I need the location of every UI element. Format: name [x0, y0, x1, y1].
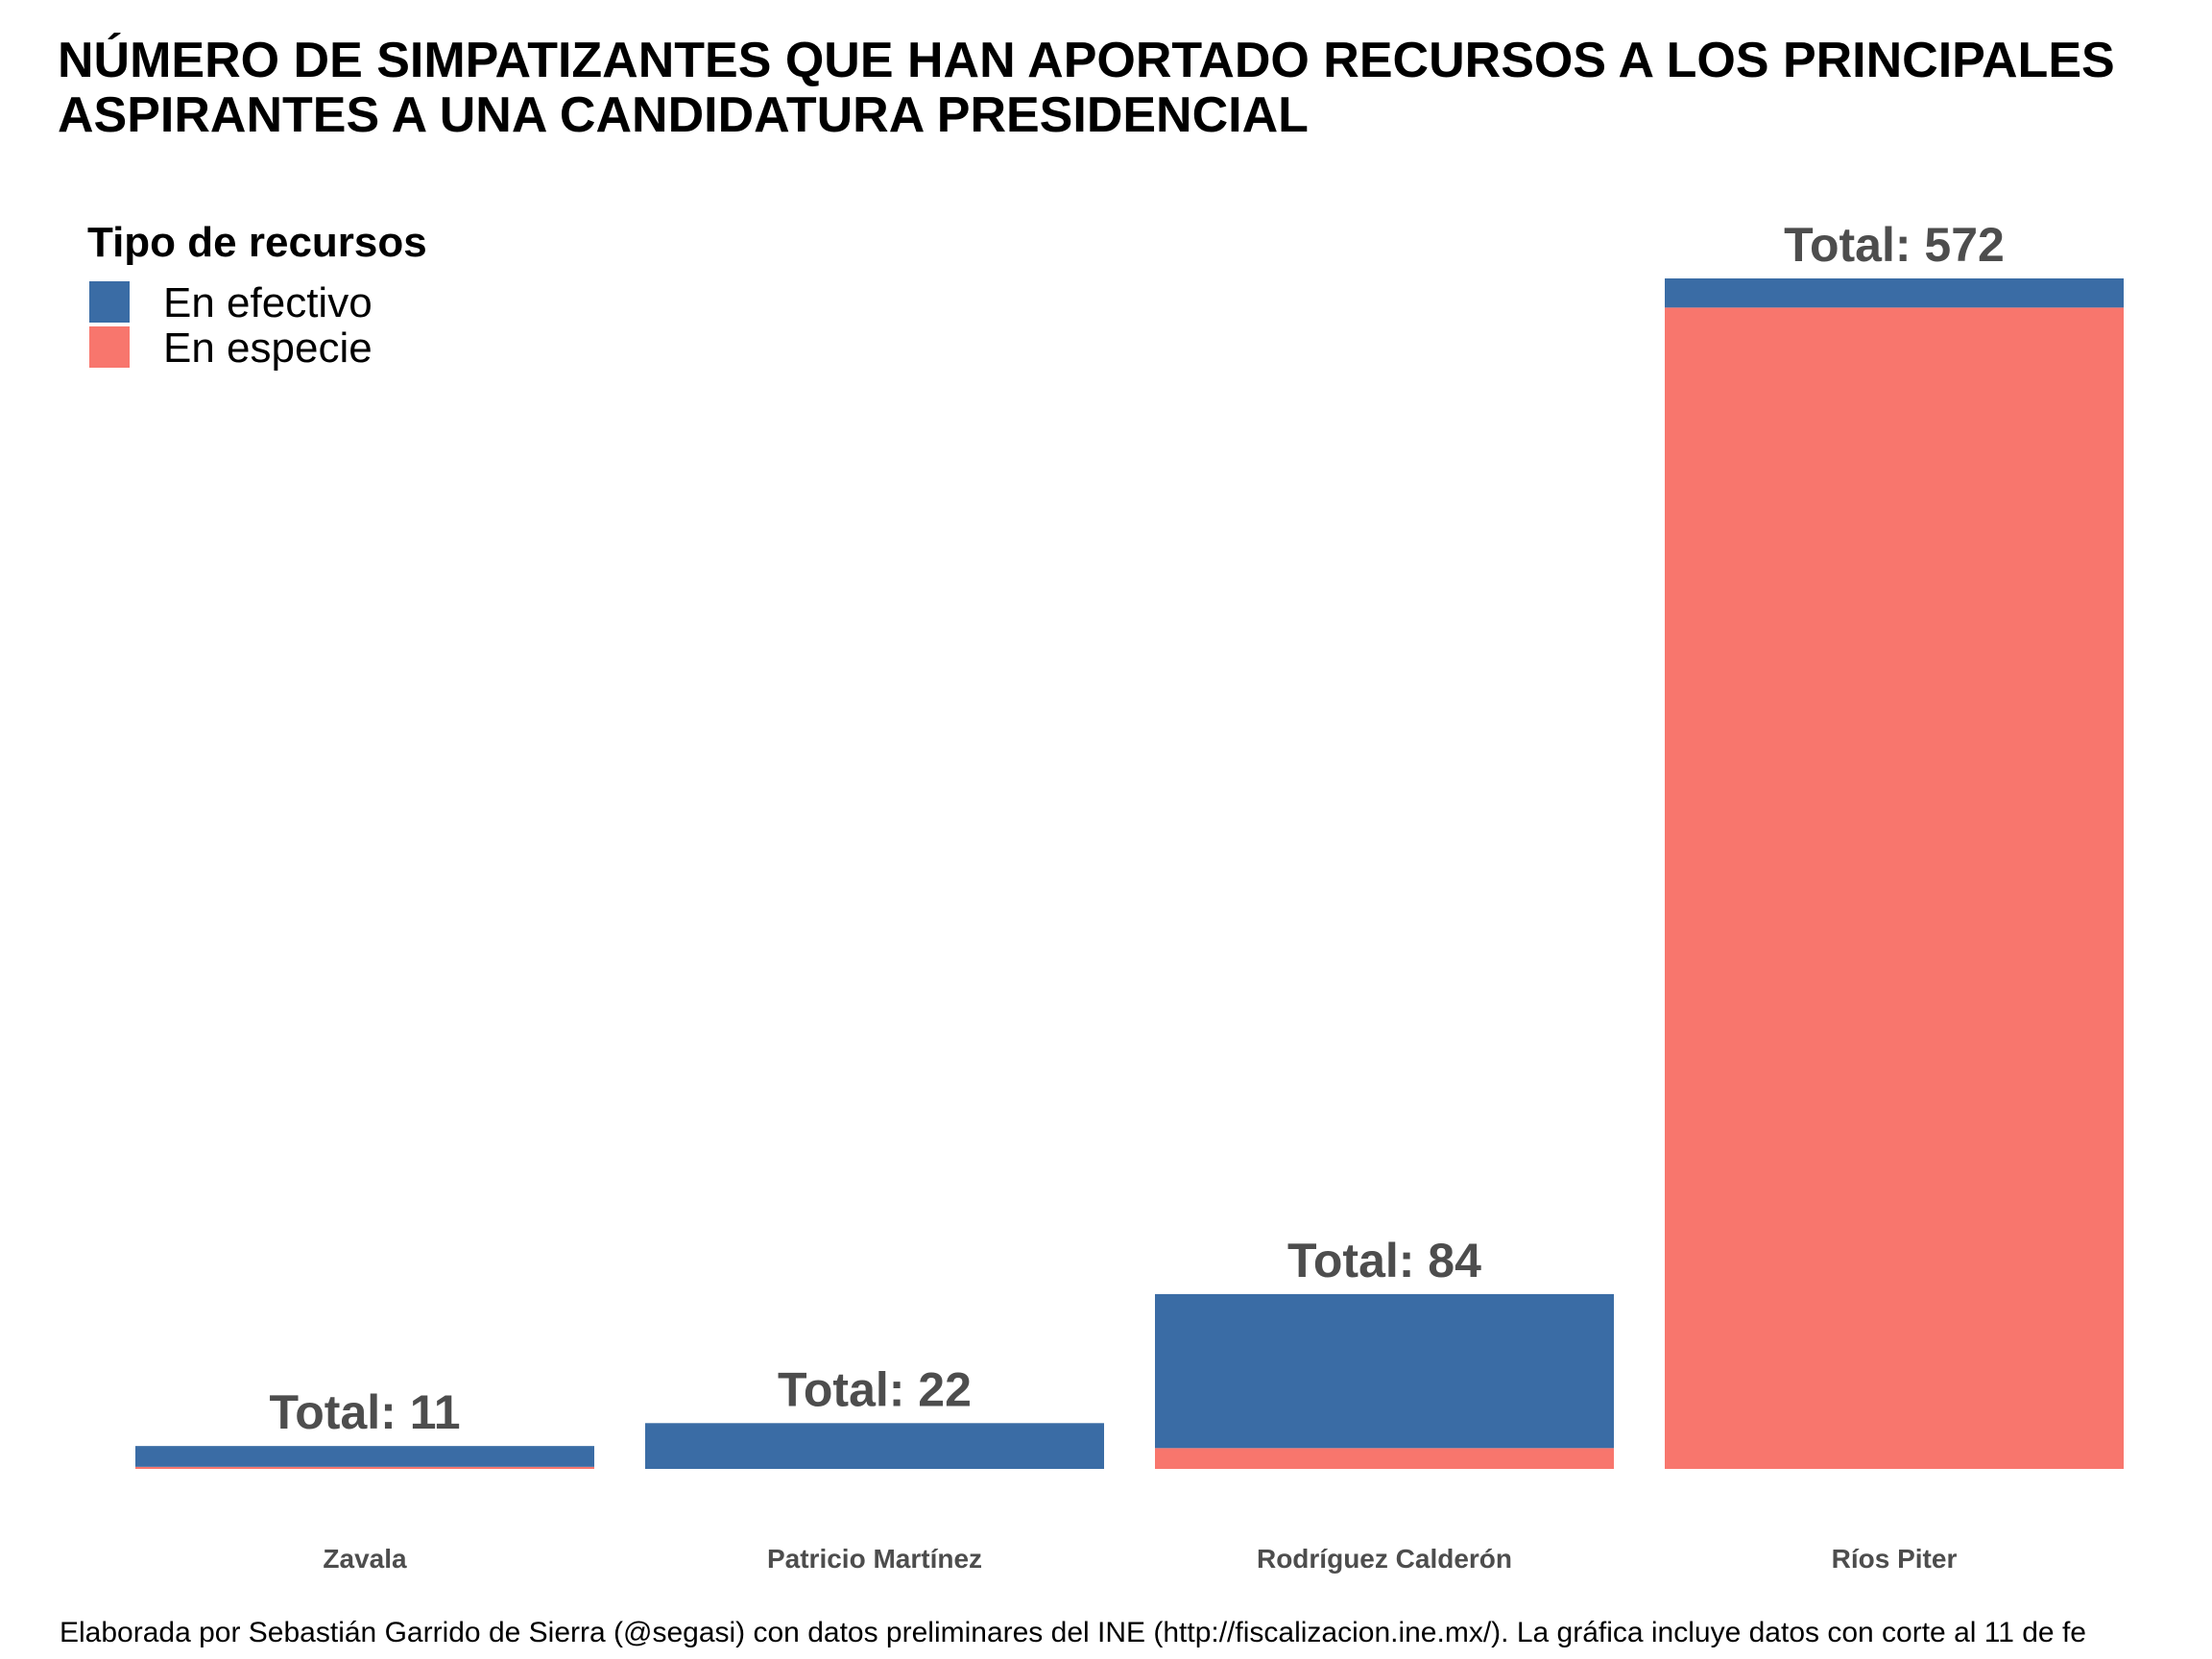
x-tick-rodriguez-calderon: Rodríguez Calderón: [1257, 1544, 1512, 1574]
chart-caption: Elaborada por Sebastián Garrido de Sierr…: [60, 1617, 2086, 1648]
x-tick-zavala: Zavala: [323, 1544, 407, 1574]
total-label-patricio-martinez: Total: 22: [778, 1362, 972, 1416]
legend-label-en-especie: En especie: [163, 325, 373, 372]
legend-label-en-efectivo: En efectivo: [163, 279, 373, 326]
bar-patricio-martinez-en-efectivo: [645, 1423, 1104, 1469]
bar-rios-piter-en-especie: [1665, 307, 2124, 1470]
total-label-zavala: Total: 11: [269, 1385, 460, 1439]
legend-swatch-en-especie: [89, 326, 130, 368]
bar-zavala-en-especie: [135, 1466, 594, 1469]
bar-rodriguez-calderon-en-efectivo: [1155, 1293, 1614, 1449]
total-label-rios-piter: Total: 572: [1784, 218, 2005, 272]
chart-title-line-1: NÚMERO DE SIMPATIZANTES QUE HAN APORTADO…: [58, 33, 2115, 88]
legend-swatch-en-efectivo: [89, 281, 130, 323]
legend-title: Tipo de recursos: [87, 219, 427, 266]
bars-group: [135, 278, 2124, 1470]
total-labels-group: Total: 11 Total: 22 Total: 84 Total: 572: [269, 218, 2004, 1439]
chart-title-line-2: ASPIRANTES A UNA CANDIDATURA PRESIDENCIA…: [58, 87, 1309, 143]
x-axis-ticks: Zavala Patricio Martínez Rodríguez Calderó…: [323, 1544, 1957, 1574]
x-tick-rios-piter: Ríos Piter: [1832, 1544, 1958, 1574]
x-tick-patricio-martinez: Patricio Martínez: [767, 1544, 982, 1574]
total-label-rodriguez-calderon: Total: 84: [1287, 1234, 1481, 1287]
bar-rios-piter-en-efectivo: [1665, 278, 2124, 308]
bar-zavala-en-efectivo: [135, 1446, 594, 1467]
bar-rodriguez-calderon-en-especie: [1155, 1448, 1614, 1469]
